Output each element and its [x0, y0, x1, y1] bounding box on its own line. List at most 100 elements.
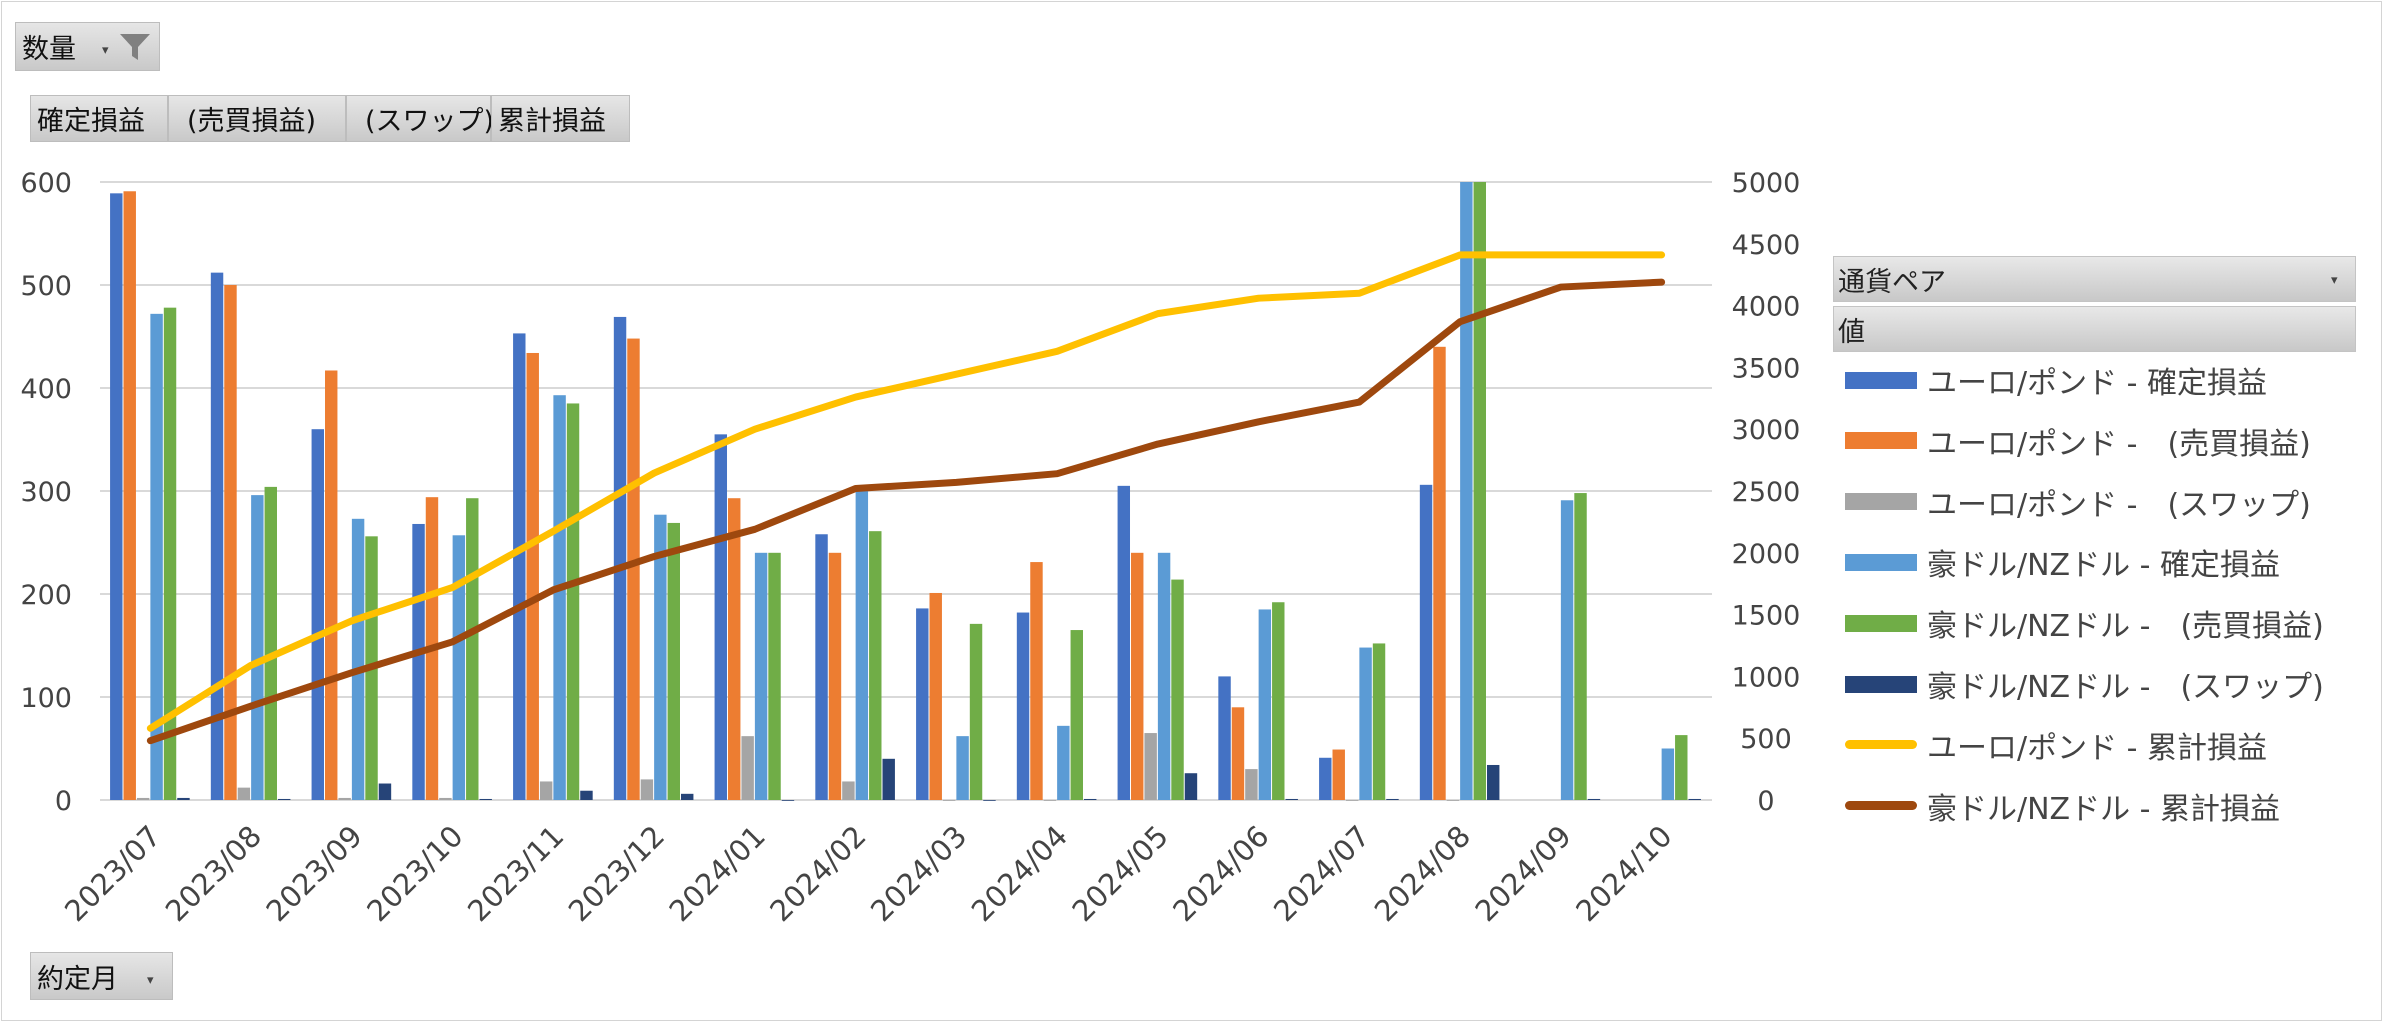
legend-field-button[interactable]: 通貨ペア ▾ [1833, 256, 2356, 302]
value-field-label: 累計損益 [498, 106, 606, 137]
bar [842, 781, 855, 800]
dropdown-arrow-icon: ▾ [2331, 273, 2338, 288]
legend-swatch [1845, 675, 1917, 693]
y-right-tick-label: 5000 [1732, 168, 1801, 199]
bar [1386, 798, 1399, 800]
bar [882, 758, 895, 800]
bar [815, 534, 828, 800]
bar [1433, 346, 1446, 800]
bar [466, 498, 479, 800]
x-tick-label: 2024/03 [864, 819, 973, 928]
bar [929, 592, 942, 800]
legend-item: ユーロ/ポンド - (売買損益) [1845, 421, 2365, 462]
x-tick-label: 2023/11 [461, 819, 570, 928]
y-left-tick-label: 200 [20, 580, 72, 611]
legend-item: ユーロ/ポンド - 累計損益 [1845, 725, 2365, 766]
bar [150, 313, 163, 800]
bar [1016, 612, 1030, 800]
x-tick-label: 2024/01 [663, 819, 772, 928]
y-right-tick-label: 2000 [1732, 539, 1801, 570]
x-tick-label: 2023/09 [260, 819, 369, 928]
dropdown-arrow-icon: ▾ [147, 973, 154, 988]
bar [251, 495, 264, 800]
bar [613, 316, 627, 800]
bar [1030, 562, 1043, 800]
bar [1070, 630, 1083, 800]
y-left-tick-label: 100 [20, 683, 72, 714]
value-field-realized[interactable]: 確定損益 [30, 95, 168, 142]
value-field-label: (スワップ) [365, 106, 495, 137]
legend-item: ユーロ/ポンド - (スワップ) [1845, 482, 2365, 523]
legend-label: 豪ドル/NZドル - (売買損益) [1927, 609, 2324, 645]
bar [224, 285, 237, 800]
legend-item: 豪ドル/NZドル - (スワップ) [1845, 664, 2365, 705]
bar [1332, 749, 1345, 800]
bar [855, 488, 869, 800]
value-field-cumulative[interactable]: 累計損益 [491, 95, 630, 142]
legend-label: ユーロ/ポンド - (売買損益) [1927, 426, 2311, 462]
legend-swatch [1845, 614, 1917, 632]
bar [714, 434, 728, 800]
bar [1560, 500, 1574, 800]
bar [1117, 485, 1131, 800]
x-tick-label: 2023/10 [360, 819, 469, 928]
bar [1574, 493, 1587, 800]
axis-field-label: 約定月 [37, 963, 118, 995]
bar [177, 797, 190, 800]
legend-swatch [1845, 801, 1917, 811]
bar [479, 798, 492, 800]
legend-label: ユーロ/ポンド - (スワップ) [1927, 487, 2311, 523]
x-tick-label: 2023/08 [159, 819, 268, 928]
bar [210, 272, 224, 800]
filter-field-button[interactable]: 数量 ▾ [15, 22, 160, 71]
bar [325, 370, 338, 800]
bar [728, 498, 741, 800]
axis-field-button[interactable]: 約定月 ▾ [30, 952, 173, 1000]
bar [1218, 676, 1231, 800]
y-left-tick-label: 600 [20, 168, 72, 199]
bar [942, 800, 956, 801]
y-right-tick-label: 4500 [1732, 230, 1801, 261]
bar [741, 736, 754, 800]
y-right-tick-label: 2500 [1732, 477, 1801, 508]
value-field-trade[interactable]: (売買損益) [168, 95, 346, 142]
y-left-tick-label: 0 [55, 786, 72, 817]
x-tick-label: 2024/04 [965, 819, 1074, 928]
bar [1272, 602, 1285, 800]
x-tick-label: 2024/05 [1066, 819, 1175, 928]
bar [680, 793, 694, 800]
bar [781, 800, 795, 801]
bar [1285, 798, 1298, 800]
y-right-tick-label: 4000 [1732, 292, 1801, 323]
legend-values-label: 値 [1838, 316, 1865, 348]
value-field-label: (売買損益) [187, 106, 317, 137]
bar [768, 552, 781, 800]
bar [1043, 800, 1057, 801]
y-right-tick-label: 3500 [1732, 353, 1801, 384]
y-left-tick-label: 400 [20, 374, 72, 405]
value-field-buttons: 確定損益 (売買損益) (スワップ) 累計損益 [30, 95, 630, 142]
bar [513, 333, 526, 800]
y-right-tick-label: 0 [1757, 786, 1774, 817]
bar [627, 338, 640, 800]
x-tick-label: 2024/08 [1368, 819, 1477, 928]
value-field-swap[interactable]: (スワップ) [346, 95, 495, 142]
bar [237, 787, 251, 800]
bar [983, 800, 996, 801]
bar [1245, 769, 1258, 800]
bar [136, 797, 150, 800]
bar [1372, 643, 1386, 800]
bar [1446, 800, 1460, 801]
bar [828, 552, 842, 800]
legend-field-label: 通貨ペア [1838, 266, 1946, 298]
bar [916, 608, 929, 800]
bar [640, 779, 654, 800]
legend-label: ユーロ/ポンド - 累計損益 [1927, 730, 2268, 766]
bar [1661, 748, 1675, 800]
bar [869, 531, 882, 800]
legend-label: 豪ドル/NZドル - 累計損益 [1927, 791, 2280, 827]
bar [1171, 579, 1184, 800]
bar [338, 797, 351, 800]
bar [566, 403, 580, 800]
